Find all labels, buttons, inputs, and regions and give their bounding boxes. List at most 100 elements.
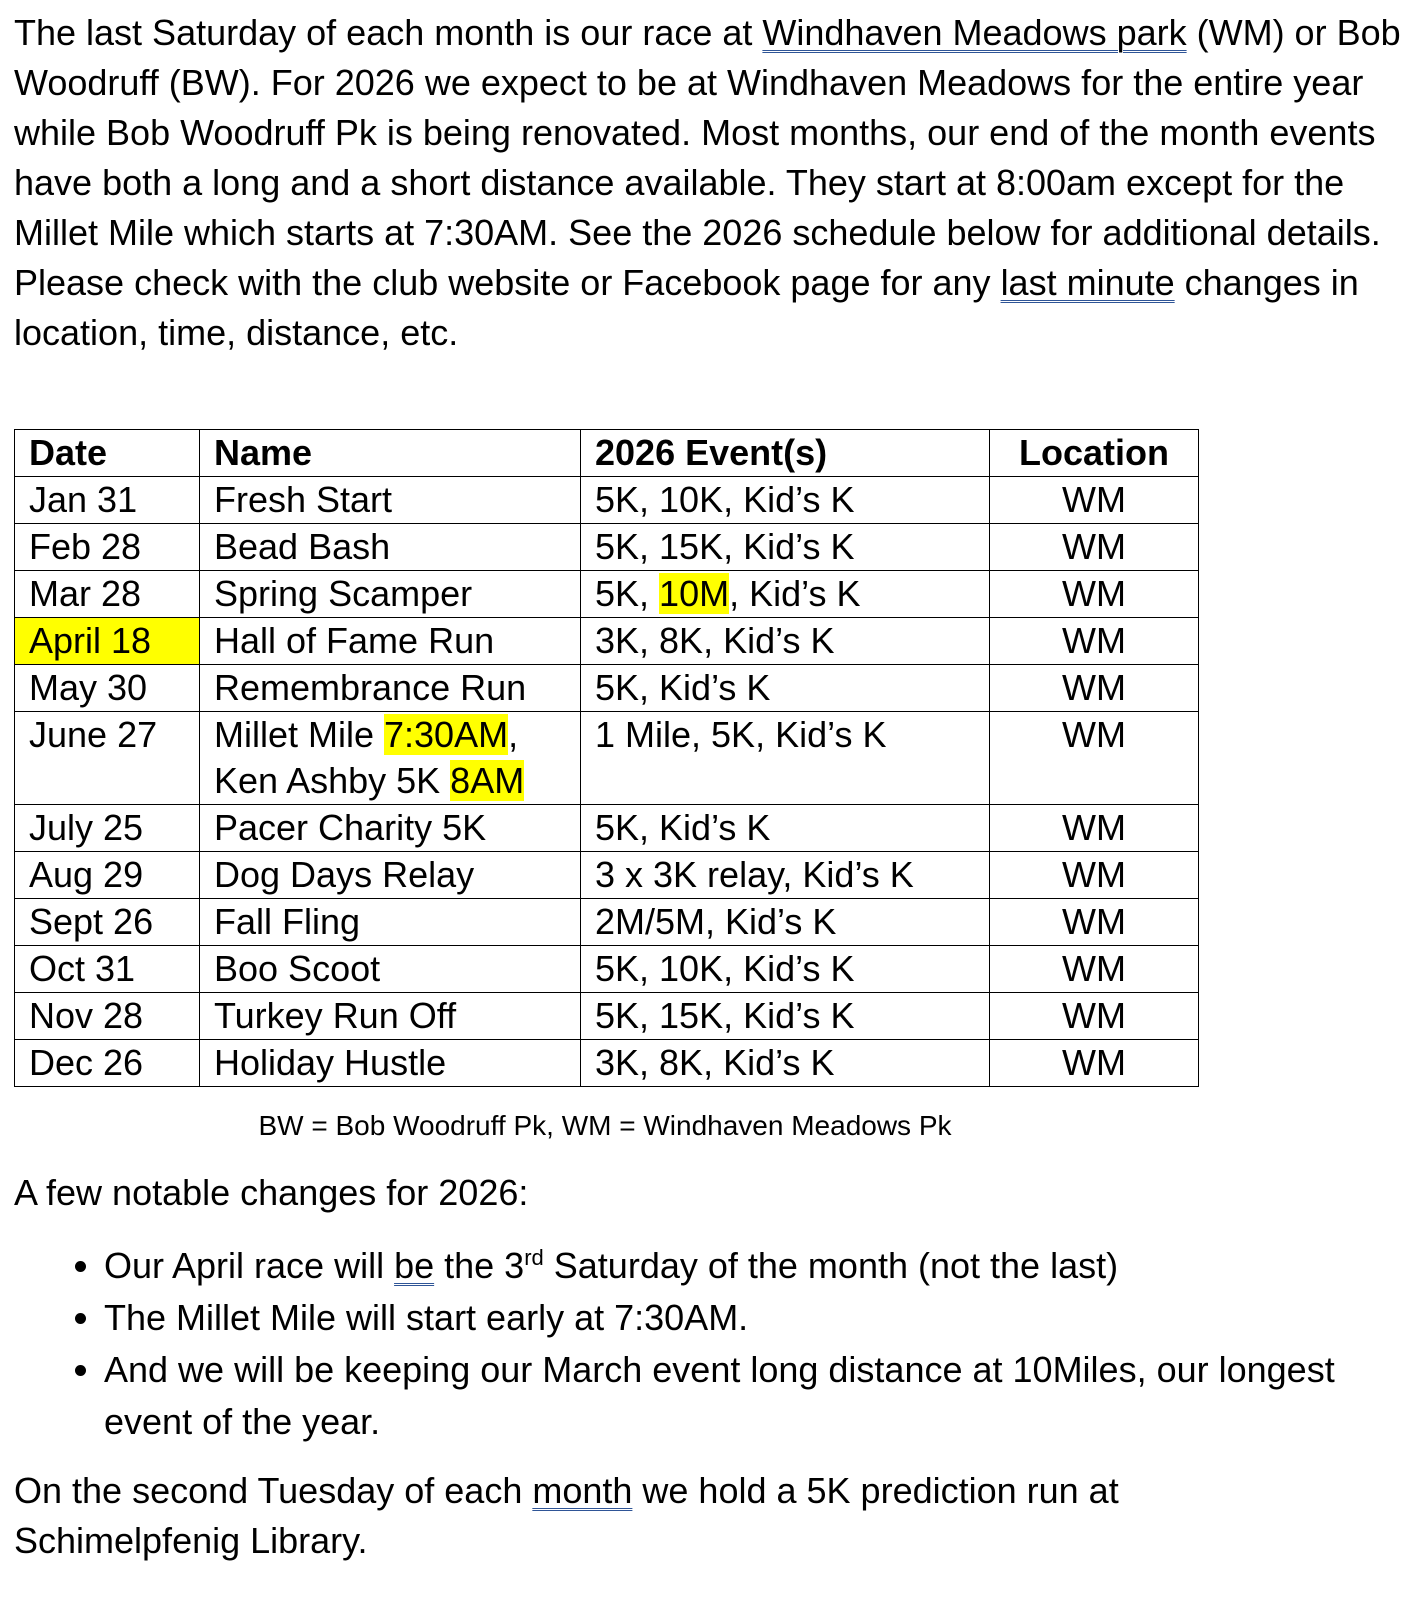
events-cell: 5K, Kid’s K	[580, 664, 990, 712]
cell-text: Turkey Run Off	[214, 995, 457, 1036]
cell-text: 3 x 3K relay, Kid’s K	[595, 854, 914, 895]
table-row: Nov 28 Turkey Run Off 5K, 15K, Kid’s K WM	[14, 992, 1199, 1040]
closing-paragraph: On the second Tuesday of each month we h…	[14, 1466, 1314, 1566]
cell-text: Oct 31	[29, 948, 136, 989]
windhaven-link[interactable]: Windhaven Meadows park	[762, 12, 1187, 53]
cell-text: WM	[1062, 479, 1126, 520]
date-cell: Oct 31	[14, 945, 200, 993]
location-cell: WM	[989, 1039, 1199, 1087]
item-text-underlined: be	[394, 1245, 435, 1286]
cell-text: Millet Mile	[214, 714, 385, 755]
table-header-row: Date Name 2026 Event(s) Location	[14, 429, 1199, 477]
intro-text: The last Saturday of each month is our r…	[14, 12, 763, 53]
events-cell: 5K, 10K, Kid’s K	[580, 945, 990, 993]
cell-text: WM	[1062, 526, 1126, 567]
cell-text: Fresh Start	[214, 479, 393, 520]
intro-text: (WM) or Bob Woodruff (BW). For 2026 we e…	[14, 12, 1401, 303]
location-cell: WM	[989, 476, 1199, 524]
location-cell: WM	[989, 898, 1199, 946]
cell-text: June 27	[29, 714, 158, 755]
cell-text: Aug 29	[29, 854, 144, 895]
list-item: The Millet Mile will start early at 7:30…	[104, 1292, 1394, 1344]
cell-text: Mar 28	[29, 573, 142, 614]
events-cell: 5K, Kid’s K	[580, 804, 990, 852]
cell-text: 5K, 15K, Kid’s K	[595, 995, 855, 1036]
closing-text: we hold a 5K prediction run at Schimelpf…	[14, 1470, 1119, 1561]
cell-text: WM	[1062, 667, 1126, 708]
table-row: Jan 31 Fresh Start 5K, 10K, Kid’s K WM	[14, 476, 1199, 524]
table-row: April 18 Hall of Fame Run 3K, 8K, Kid’s K W…	[14, 617, 1199, 665]
cell-text: WM	[1062, 714, 1126, 755]
table-row: Feb 28 Bead Bash 5K, 15K, Kid’s K WM	[14, 523, 1199, 571]
item-text: Saturday of the month (not the last)	[543, 1245, 1119, 1286]
cell-text: Pacer Charity 5K	[214, 807, 487, 848]
highlighted-text: 8AM	[450, 760, 525, 801]
header-date: Date	[14, 429, 200, 477]
location-cell: WM	[989, 711, 1199, 805]
cell-text: 5K, Kid’s K	[595, 667, 771, 708]
header-location: Location	[989, 429, 1199, 477]
location-cell: WM	[989, 570, 1199, 618]
location-cell: WM	[989, 523, 1199, 571]
cell-text: , Kid’s K	[729, 573, 861, 614]
cell-text: Nov 28	[29, 995, 144, 1036]
cell-text: Fall Fling	[214, 901, 361, 942]
name-cell: Remembrance Run	[199, 664, 581, 712]
table-row: Oct 31 Boo Scoot 5K, 10K, Kid’s K WM	[14, 945, 1199, 993]
cell-text: Feb 28	[29, 526, 142, 567]
cell-text: WM	[1062, 948, 1126, 989]
intro-text: changes in location, time, distance, etc…	[14, 262, 1359, 353]
date-cell: Aug 29	[14, 851, 200, 899]
location-cell: WM	[989, 664, 1199, 712]
cell-text: 1 Mile, 5K, Kid’s K	[595, 714, 887, 755]
highlighted-text: 10M	[659, 573, 730, 614]
cell-text: Boo Scoot	[214, 948, 381, 989]
location-cell: WM	[989, 851, 1199, 899]
last-minute-link[interactable]: last minute	[1000, 262, 1175, 303]
cell-text: WM	[1062, 620, 1126, 661]
events-cell: 1 Mile, 5K, Kid’s K	[580, 711, 990, 805]
closing-text-underlined: month	[532, 1470, 633, 1511]
cell-text: WM	[1062, 995, 1126, 1036]
cell-text: 5K, Kid’s K	[595, 807, 771, 848]
table-row: Dec 26 Holiday Hustle 3K, 8K, Kid’s K WM	[14, 1039, 1199, 1087]
location-cell: WM	[989, 992, 1199, 1040]
cell-text: Hall of Fame Run	[214, 620, 495, 661]
table-row: June 27 Millet Mile 7:30AM, Ken Ashby 5K 8…	[14, 711, 1199, 805]
cell-text: Bead Bash	[214, 526, 391, 567]
item-text: the 3	[434, 1245, 525, 1286]
cell-text: 5K, 10K, Kid’s K	[595, 479, 855, 520]
date-cell: Dec 26	[14, 1039, 200, 1087]
events-cell: 5K, 15K, Kid’s K	[580, 523, 990, 571]
name-cell: Spring Scamper	[199, 570, 581, 618]
cell-text: Holiday Hustle	[214, 1042, 447, 1083]
cell-text: WM	[1062, 854, 1126, 895]
cell-text: 5K, 10K, Kid’s K	[595, 948, 855, 989]
cell-text: 5K,	[595, 573, 660, 614]
location-cell: WM	[989, 617, 1199, 665]
cell-text: WM	[1062, 1042, 1126, 1083]
cell-text: Dog Days Relay	[214, 854, 475, 895]
cell-text: 2M/5M, Kid’s K	[595, 901, 837, 942]
cell-text: May 30	[29, 667, 148, 708]
cell-text: July 25	[29, 807, 144, 848]
name-cell: Holiday Hustle	[199, 1039, 581, 1087]
cell-text: ,	[508, 714, 519, 755]
events-cell: 5K, 10K, Kid’s K	[580, 476, 990, 524]
date-cell: April 18	[14, 617, 200, 665]
location-cell: WM	[989, 804, 1199, 852]
cell-text: WM	[1062, 901, 1126, 942]
date-cell: Sept 26	[14, 898, 200, 946]
events-cell: 3K, 8K, Kid’s K	[580, 1039, 990, 1087]
cell-text: Jan 31	[29, 479, 138, 520]
location-cell: WM	[989, 945, 1199, 993]
events-cell: 2M/5M, Kid’s K	[580, 898, 990, 946]
cell-text: Spring Scamper	[214, 573, 473, 614]
date-cell: July 25	[14, 804, 200, 852]
date-cell: Mar 28	[14, 570, 200, 618]
name-cell: Boo Scoot	[199, 945, 581, 993]
cell-text: 3K, 8K, Kid’s K	[595, 1042, 835, 1083]
intro-paragraph: The last Saturday of each month is our r…	[14, 8, 1414, 358]
name-cell: Dog Days Relay	[199, 851, 581, 899]
list-item: Our April race will be the 3rd Saturday …	[104, 1240, 1394, 1292]
